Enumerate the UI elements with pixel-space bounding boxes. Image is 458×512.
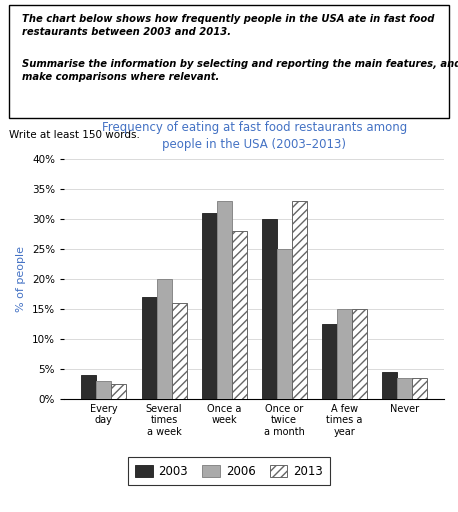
Bar: [322, 324, 337, 399]
Text: The chart below shows how frequently people in the USA ate in fast food
restaura: The chart below shows how frequently peo…: [22, 14, 435, 37]
Bar: [97, 381, 111, 399]
Bar: [202, 213, 217, 399]
Bar: [111, 385, 126, 399]
Bar: [352, 309, 367, 399]
Text: Write at least 150 words.: Write at least 150 words.: [9, 130, 140, 140]
FancyBboxPatch shape: [9, 5, 449, 118]
Bar: [337, 309, 352, 399]
Bar: [232, 231, 247, 399]
Y-axis label: % of people: % of people: [16, 246, 27, 312]
Text: Frequency of eating at fast food restaurants among
people in the USA (2003–2013): Frequency of eating at fast food restaur…: [102, 121, 407, 151]
Bar: [142, 297, 157, 399]
Legend: 2003, 2006, 2013: 2003, 2006, 2013: [128, 457, 330, 485]
Bar: [382, 372, 397, 399]
Bar: [262, 219, 277, 399]
Bar: [217, 201, 232, 399]
Bar: [82, 375, 97, 399]
Bar: [412, 378, 427, 399]
Bar: [397, 378, 412, 399]
Text: Summarise the information by selecting and reporting the main features, and
make: Summarise the information by selecting a…: [22, 59, 458, 82]
Bar: [157, 279, 172, 399]
Bar: [292, 201, 307, 399]
Bar: [277, 249, 292, 399]
Bar: [172, 303, 186, 399]
